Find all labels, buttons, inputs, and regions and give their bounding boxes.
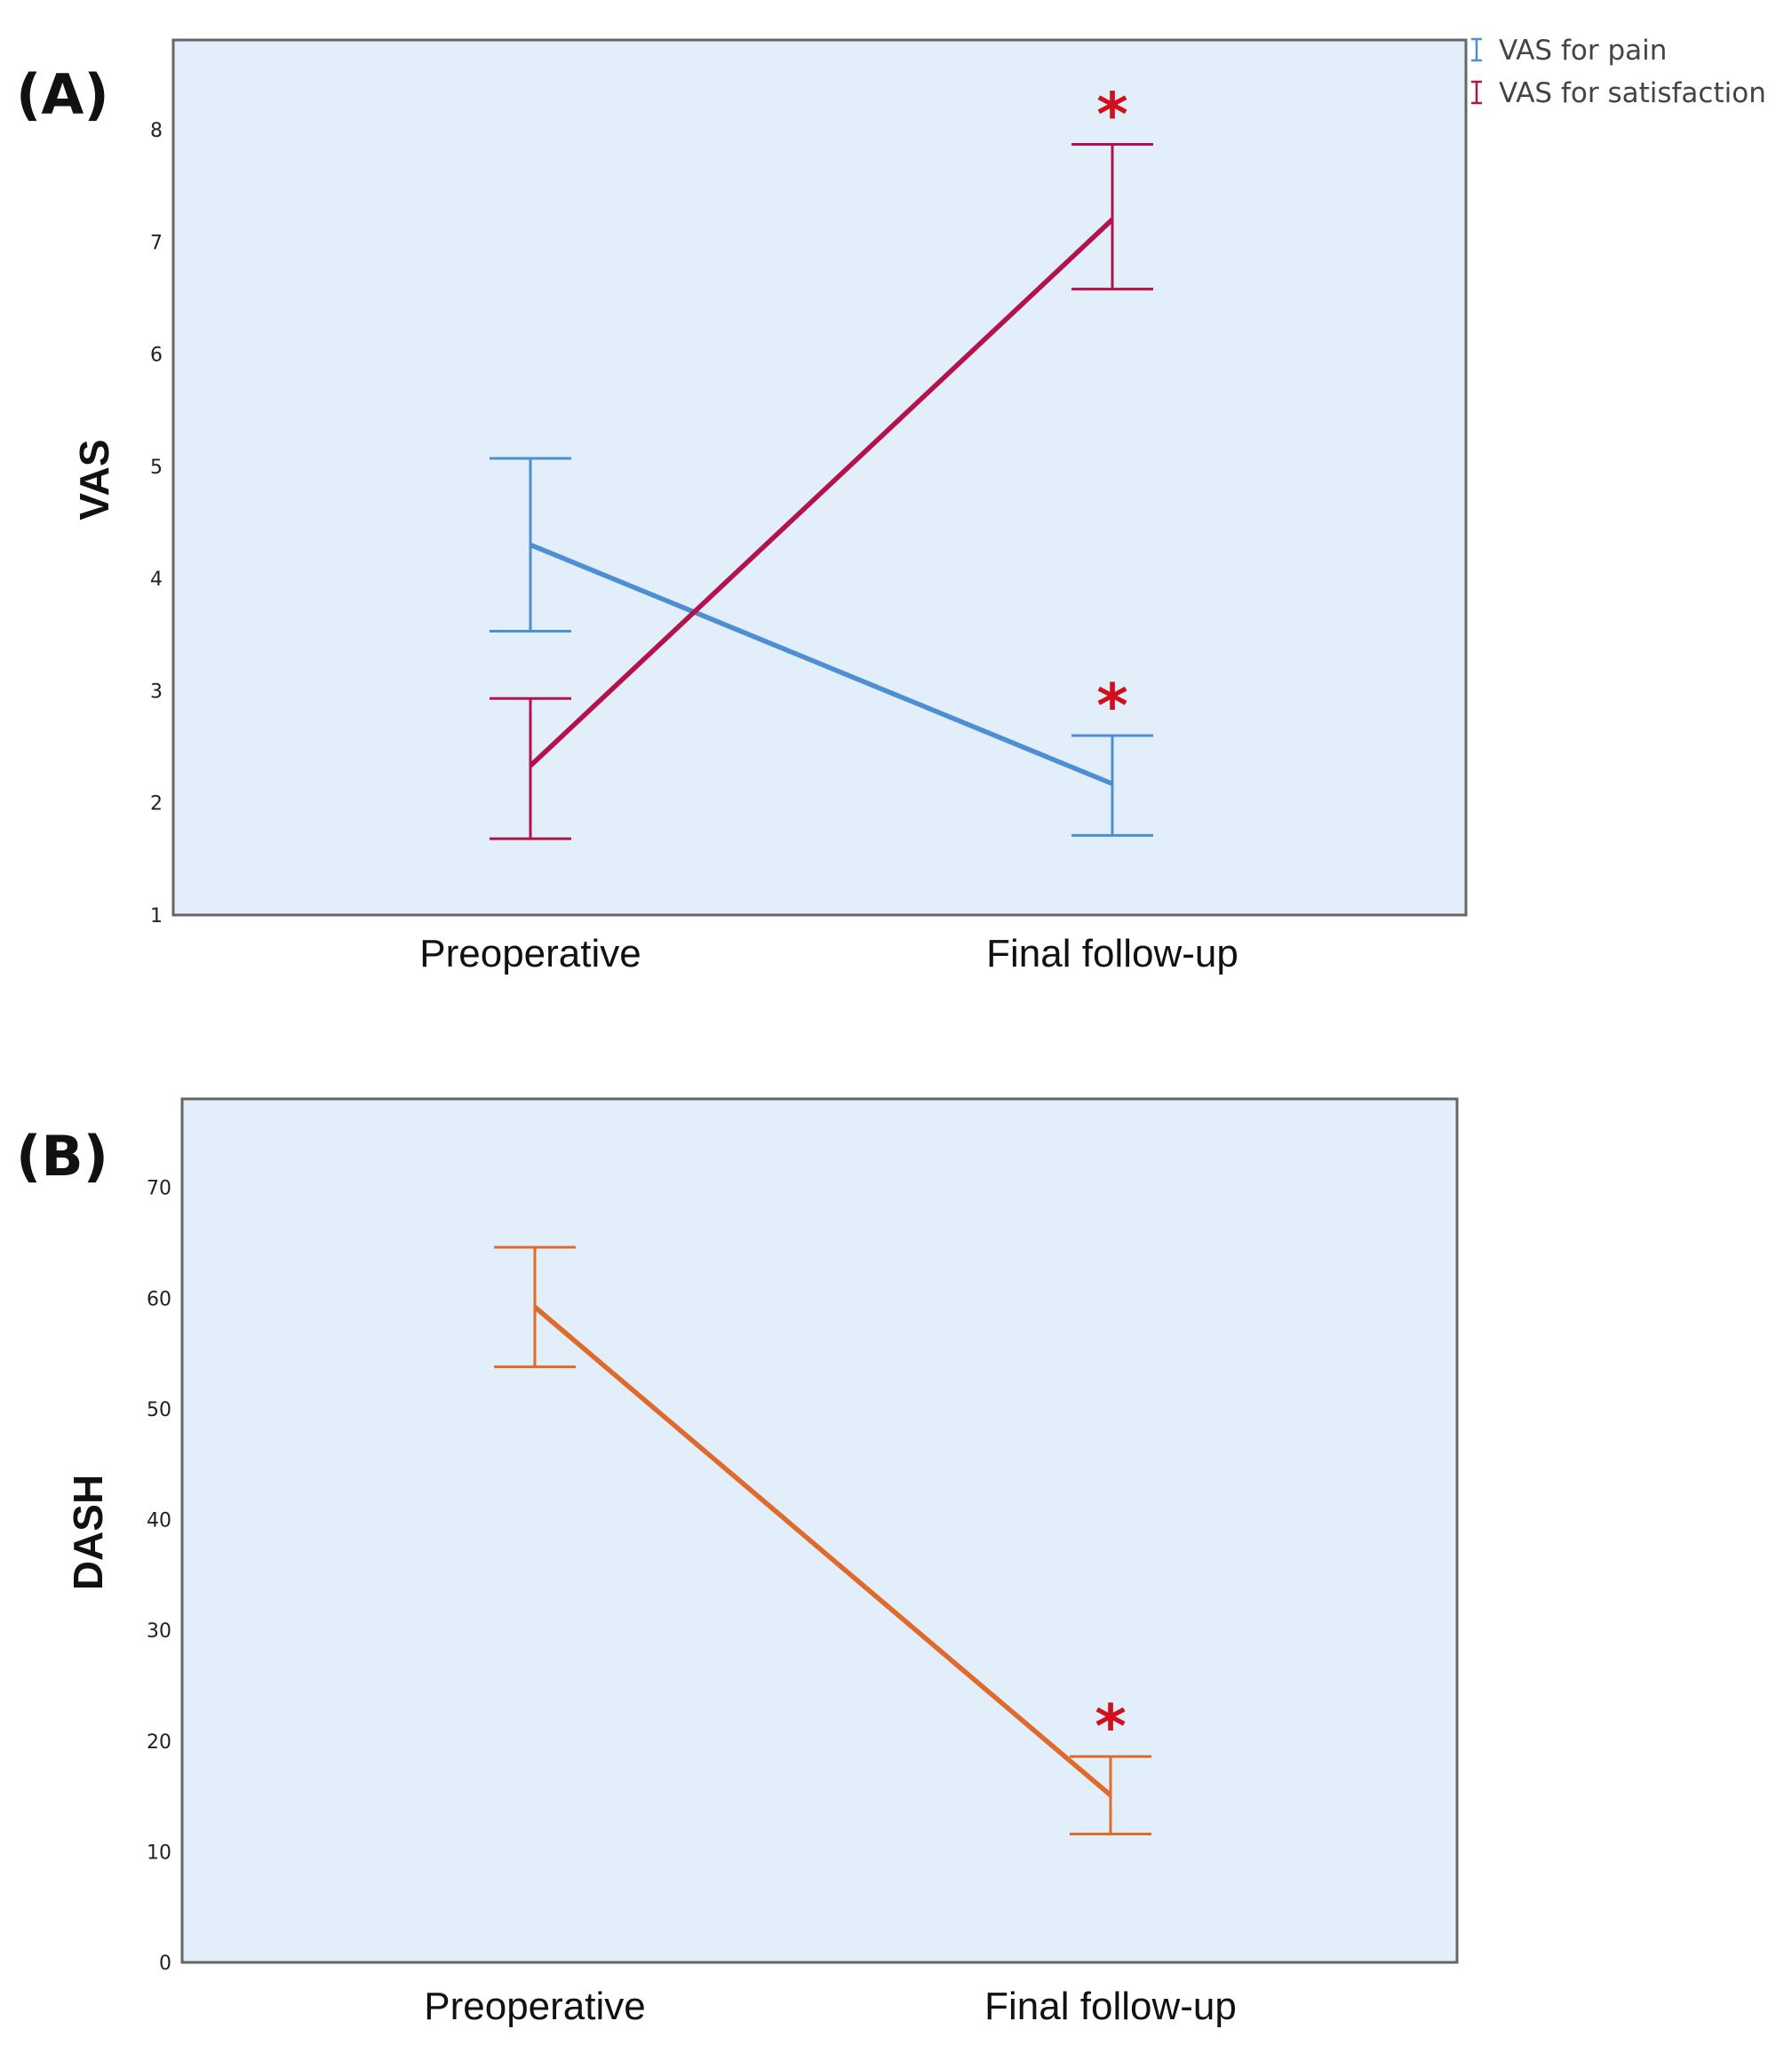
significance-marker: * (1096, 80, 1128, 150)
y-tick-label: 20 (147, 1731, 171, 1754)
y-tick-label: 4 (150, 569, 163, 591)
y-tick-label: 2 (150, 793, 163, 816)
series-line-satisfaction (529, 218, 1114, 768)
panel-a-vas-chart: (A) 1 2 3 4 5 6 7 8 VAS Preoperative Final follow-u… (16, 35, 1766, 975)
significance-marker: * (1096, 672, 1128, 742)
significance-marker: * (1095, 1692, 1127, 1763)
y-tick-label: 6 (150, 345, 163, 367)
y-tick-label: 8 (150, 120, 163, 142)
panel-label: (B) (16, 1124, 108, 1189)
legend-label: VAS for pain (1499, 35, 1667, 67)
series-line-dash (533, 1305, 1112, 1797)
y-axis-title: DASH (65, 1475, 111, 1590)
y-tick-label: 60 (147, 1288, 171, 1310)
y-tick-label: 0 (159, 1953, 171, 1975)
y-tick-label: 30 (147, 1620, 171, 1643)
series-line-pain (529, 542, 1114, 786)
y-tick-label: 10 (147, 1842, 171, 1864)
x-category-label: Final follow-up (984, 1985, 1237, 2028)
y-tick-label: 50 (147, 1399, 171, 1421)
y-tick-label: 3 (150, 680, 163, 703)
panel-b-dash-chart: (B) 0 10 20 30 40 50 60 70 DASH Preoperative Final … (16, 1097, 1459, 2028)
y-tick-label: 5 (150, 457, 163, 479)
legend-label: VAS for satisfaction (1499, 77, 1766, 109)
y-tick-label: 7 (150, 232, 163, 254)
y-tick-label: 1 (150, 905, 163, 927)
x-category-label: Preoperative (424, 1985, 645, 2028)
plot-area (171, 38, 1468, 917)
x-category-label: Final follow-up (986, 932, 1238, 975)
y-tick-label: 70 (147, 1178, 171, 1200)
panel-label: (A) (16, 62, 109, 127)
plot-area (180, 1097, 1459, 1964)
y-axis-title: VAS (71, 439, 117, 520)
x-category-label: Preoperative (419, 932, 641, 975)
y-tick-label: 40 (147, 1510, 171, 1532)
